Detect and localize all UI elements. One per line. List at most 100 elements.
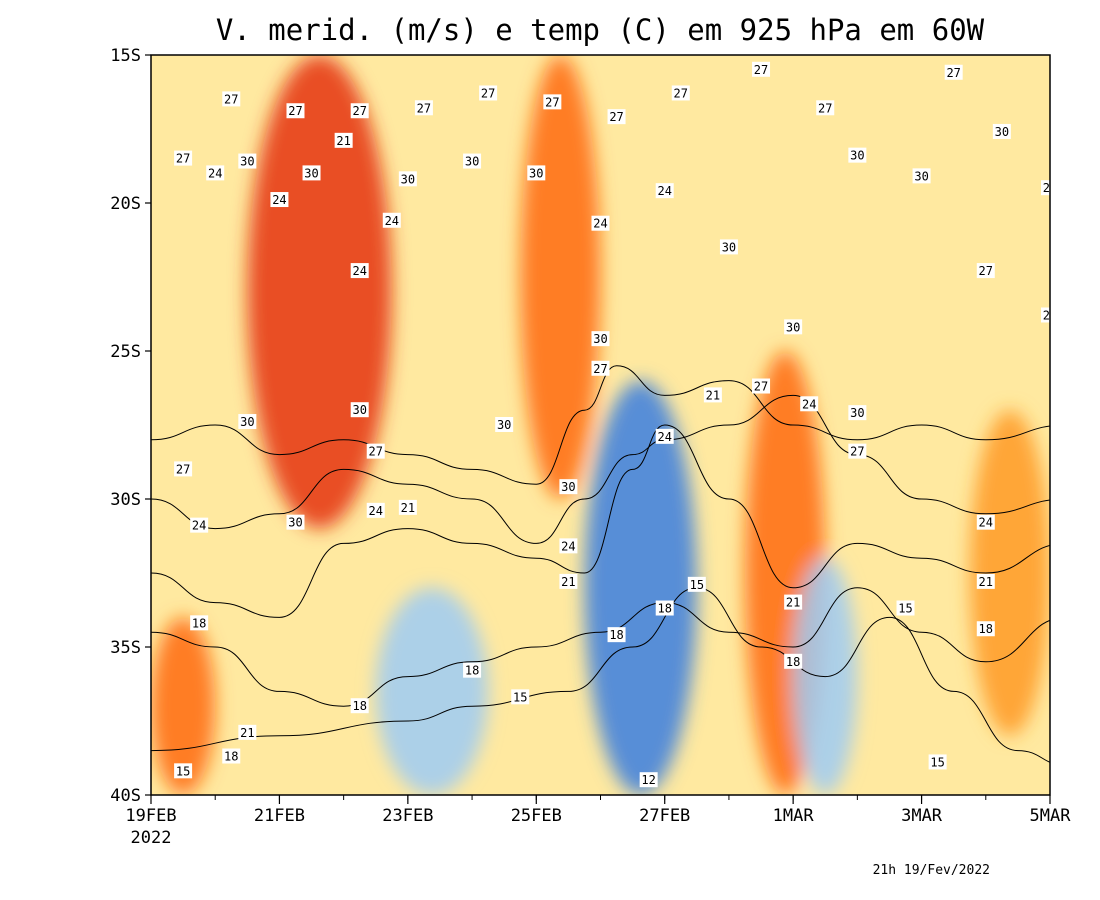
isotherm-label-text: 27 [1043, 181, 1057, 195]
isotherm-label-text: 21 [336, 134, 350, 148]
isotherm-label: 27 [222, 91, 241, 107]
isotherm-label-text: 30 [914, 169, 928, 183]
isotherm-label: 30 [784, 319, 803, 335]
isotherm-label: 24 [655, 428, 674, 444]
isotherm-label: 21 [559, 573, 578, 589]
isotherm-label-text: 21 [786, 596, 800, 610]
isotherm-label: 30 [238, 153, 257, 169]
isotherm-label: 15 [174, 763, 193, 779]
isotherm-label: 15 [896, 600, 915, 616]
isotherm-label: 18 [655, 600, 674, 616]
isotherm-label-text: 18 [609, 628, 623, 642]
isotherm-label: 27 [1041, 307, 1057, 323]
isotherm-label-text: 18 [657, 602, 671, 616]
isotherm-label-text: 21 [979, 575, 993, 589]
isotherm-label: 30 [719, 239, 738, 255]
isotherm-label: 24 [800, 396, 819, 412]
y-tick-label: 25S [110, 342, 141, 362]
isotherm-label-text: 27 [176, 152, 190, 166]
isotherm-label: 27 [366, 443, 385, 459]
isotherm-label: 21 [398, 499, 417, 515]
isotherm-label: 15 [928, 754, 947, 770]
isotherm-label-text: 24 [979, 516, 993, 530]
isotherm-label-text: 30 [561, 480, 575, 494]
isotherm-21 [151, 424, 1050, 618]
isotherm-label-text: 30 [465, 155, 479, 169]
isotherm-label: 27 [543, 94, 562, 110]
timestamp: 21h 19/Fev/2022 [873, 863, 990, 878]
isotherm-label-text: 12 [641, 773, 655, 787]
isotherm-label: 27 [286, 103, 305, 119]
isotherm-label: 27 [752, 378, 771, 394]
isotherm-label: 30 [591, 331, 610, 347]
wind-band-southerly-front-27feb [584, 380, 697, 795]
isotherm-label-text: 24 [802, 397, 816, 411]
isotherm-label-text: 15 [898, 602, 912, 616]
isotherm-label: 30 [848, 405, 867, 421]
x-tick-label: 5MAR [1030, 806, 1072, 826]
isotherm-label: 27 [671, 85, 690, 101]
isotherm-label: 21 [784, 594, 803, 610]
isotherm-label: 27 [174, 150, 193, 166]
isotherm-label-text: 27 [593, 362, 607, 376]
x-tick-label: 23FEB [382, 806, 433, 826]
y-tick-label: 15S [110, 46, 141, 66]
isotherm-label-text: 27 [352, 104, 366, 118]
isotherm-label: 24 [206, 165, 225, 181]
isotherm-label: 24 [350, 263, 369, 279]
isotherm-label: 27 [976, 263, 995, 279]
isotherm-label-text: 15 [930, 755, 944, 769]
isotherm-label: 21 [238, 724, 257, 740]
isotherm-label-text: 18 [192, 616, 206, 630]
isotherm-label-text: 24 [352, 264, 366, 278]
isotherm-18 [151, 587, 1050, 707]
isotherm-label-text: 21 [561, 575, 575, 589]
isotherm-label-text: 30 [304, 166, 318, 180]
isotherm-label: 24 [190, 517, 209, 533]
isotherm-label-text: 30 [995, 125, 1009, 139]
isotherm-label: 18 [976, 621, 995, 637]
isotherm-label-text: 24 [369, 504, 383, 518]
x-tick-label: 27FEB [639, 806, 690, 826]
isotherm-label-text: 27 [754, 63, 768, 77]
isotherm-label-text: 30 [1059, 116, 1073, 130]
isotherm-label: 27 [607, 109, 626, 125]
isotherm-label: 18 [222, 748, 241, 764]
isotherm-label: 18 [190, 615, 209, 631]
isotherm-label-text: 24 [561, 539, 575, 553]
isotherm-label: 30 [238, 414, 257, 430]
isotherm-label-text: 27 [288, 104, 302, 118]
isotherm-label: 30 [848, 147, 867, 163]
plot-area: 27 27 27 27 27 27 27 27 27 27 27 27 21 30 30 30 24 30 24 30… [151, 55, 1073, 795]
isotherm-label-text: 18 [224, 750, 238, 764]
isotherm-label-text: 30 [786, 320, 800, 334]
isotherm-label-text: 27 [609, 110, 623, 124]
isotherm-label-text: 18 [352, 699, 366, 713]
chart-title: V. merid. (m/s) e temp (C) em 925 hPa em… [216, 13, 985, 47]
isotherm-label: 24 [559, 538, 578, 554]
isotherm-label: 21 [976, 573, 995, 589]
isotherm-label-text: 18 [786, 655, 800, 669]
y-tick-label: 20S [110, 194, 141, 214]
isotherm-label-text: 30 [593, 332, 607, 346]
y-tick-label: 35S [110, 638, 141, 658]
isotherm-label-text: 27 [545, 95, 559, 109]
isotherm-label-text: 27 [1043, 308, 1057, 322]
x-tick-sublabel: 2022 [131, 828, 172, 848]
isotherm-label: 27 [591, 360, 610, 376]
isotherm-label: 30 [992, 123, 1011, 139]
isotherm-label-text: 27 [979, 264, 993, 278]
isotherm-label-text: 30 [722, 240, 736, 254]
isotherm-label: 27 [479, 85, 498, 101]
isotherm-label-text: 24 [385, 214, 399, 228]
isotherm-label-text: 27 [850, 445, 864, 459]
y-tick-label: 30S [110, 490, 141, 510]
isotherm-label-text: 30 [240, 155, 254, 169]
isotherm-label: 30 [350, 402, 369, 418]
isotherm-27 [151, 365, 1050, 485]
isotherm-label: 27 [816, 100, 835, 116]
isotherm-label: 27 [174, 461, 193, 477]
isotherm-labels: 27 27 27 27 27 27 27 27 27 27 27 27 21 30 30 30 24 30 24 30… [174, 61, 1073, 788]
isotherm-label-text: 24 [272, 193, 286, 207]
